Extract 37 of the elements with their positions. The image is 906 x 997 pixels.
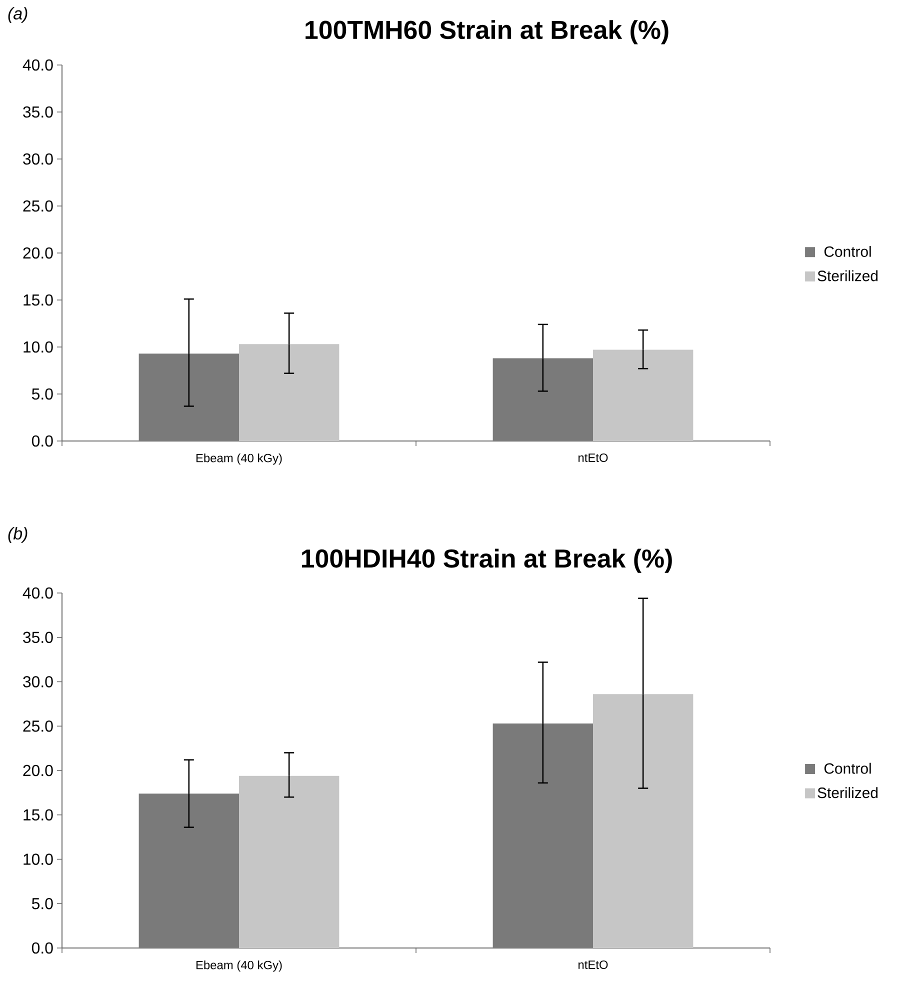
text: (b) [8,527,28,543]
y-tick-label: 0.0 [32,942,53,954]
chart-title: 100HDIH40 Strain at Break (%) [302,548,672,573]
y-tick-label: 20.0 [23,764,53,776]
y-tick-label: 15.0 [24,809,53,821]
x-tick-label: Ebeam (40 kGy) [196,960,282,972]
bar [593,694,694,948]
legend-label: Control [824,762,871,774]
y-tick-label: 0.0 [32,435,53,447]
y-tick-label: 30.0 [23,153,53,165]
legend-label: Sterilized [818,787,878,798]
bar [239,344,340,441]
bar [492,358,594,441]
y-tick-label: 35.0 [23,106,53,118]
x-tick-label: ntEtO [578,960,608,969]
bar [593,350,694,441]
y-tick-label: 10.0 [24,854,53,865]
y-tick-label: 30.0 [23,676,53,688]
y-tick-label: 20.0 [23,247,53,259]
x-tick-label: ntEtO [578,454,608,462]
y-tick-label: 40.0 [22,587,53,599]
legend-label: Sterilized [818,270,878,282]
y-tick-label: 25.0 [23,720,53,732]
y-tick-label: 25.0 [23,200,53,212]
y-tick-label: 5.0 [32,388,53,400]
y-tick-label: 10.0 [24,341,53,353]
text: (a) [8,7,28,23]
bar [239,776,340,948]
chart-title: 100TMH60 Strain at Break (%) [306,20,668,44]
x-tick-label: Ebeam (40 kGy) [196,454,282,465]
bar [138,794,239,948]
y-tick-label: 5.0 [32,898,53,910]
legend-label: Control [824,246,871,257]
bar [492,723,594,948]
y-tick-label: 15.0 [24,294,53,306]
y-tick-label: 35.0 [23,632,53,644]
y-tick-label: 40.0 [22,59,53,71]
